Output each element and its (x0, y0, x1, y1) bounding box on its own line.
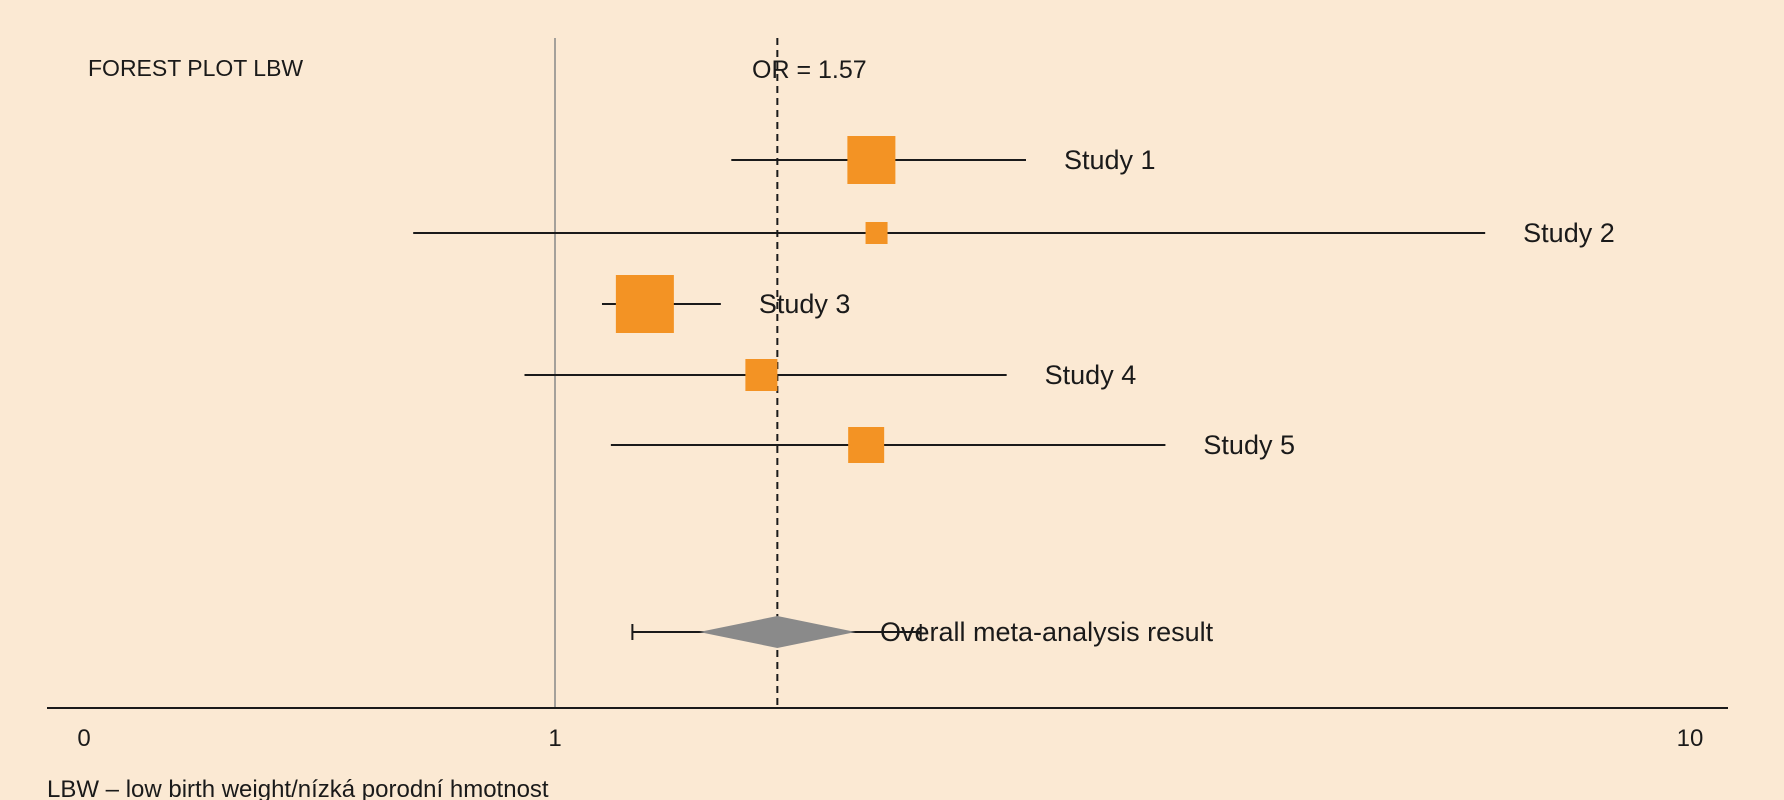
x-tick-label: 10 (1677, 725, 1704, 752)
study-label: Study 3 (759, 289, 851, 319)
study-label: Study 1 (1064, 145, 1156, 175)
reference-lines (554, 38, 779, 708)
study-point-marker (615, 275, 674, 333)
study-label: Study 5 (1203, 430, 1295, 460)
overall-label: Overall meta-analysis result (880, 617, 1214, 647)
study-point-marker (865, 222, 888, 244)
study-label: Study 4 (1045, 360, 1137, 390)
footnote: LBW – low birth weight/nízká porodní hmo… (47, 776, 549, 800)
pooled-or-label: OR = 1.57 (752, 56, 867, 84)
study-point-marker (745, 359, 778, 391)
x-axis: 0 1 10 (47, 707, 1728, 752)
overall-diamond (699, 616, 856, 648)
overall-result: Overall meta-analysis result (631, 616, 1214, 648)
study-rows: Study 1 Study 2 Study 3 Study 4 Study 5 (413, 136, 1615, 463)
study-point-marker (848, 427, 885, 463)
study-label: Study 2 (1523, 218, 1615, 248)
chart-title: FOREST PLOT LBW (88, 55, 303, 81)
x-tick-label: 0 (77, 725, 90, 752)
x-tick-label: 1 (548, 725, 561, 752)
study-point-marker (847, 136, 896, 184)
